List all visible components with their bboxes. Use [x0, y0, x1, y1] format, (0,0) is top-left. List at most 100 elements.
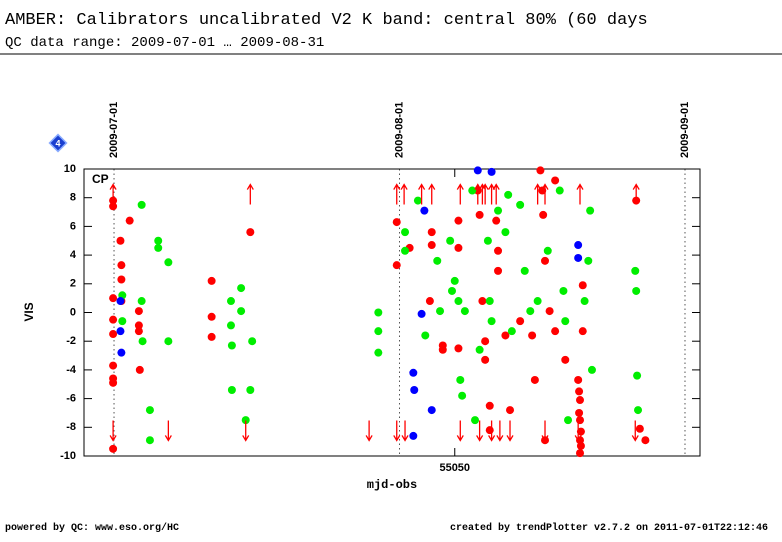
y-tick-label: -2	[66, 335, 76, 347]
upper-arrow	[428, 183, 436, 205]
data-point	[164, 258, 173, 267]
data-point	[427, 228, 436, 237]
data-point	[137, 297, 146, 306]
plot-frame	[83, 168, 701, 457]
data-point	[460, 307, 469, 316]
data-point	[632, 286, 641, 295]
data-point	[409, 368, 418, 377]
y-tick-label: 4	[70, 249, 77, 261]
data-point	[116, 327, 125, 336]
data-point	[409, 431, 418, 440]
data-point	[574, 253, 583, 262]
data-point	[227, 341, 236, 350]
lower-arrow	[496, 420, 504, 442]
data-point	[145, 406, 154, 415]
data-point	[109, 444, 118, 453]
y-tick-label: -6	[66, 393, 76, 405]
data-point	[447, 286, 456, 295]
y-tick-label: 6	[70, 220, 76, 232]
badge-text: 4	[55, 138, 60, 148]
data-point	[427, 241, 436, 250]
data-point	[580, 297, 589, 306]
data-point	[374, 348, 383, 357]
data-point	[536, 166, 545, 175]
data-point	[576, 396, 585, 405]
data-point	[154, 236, 163, 245]
data-point	[551, 176, 560, 185]
data-point	[634, 406, 643, 415]
data-point	[633, 371, 642, 380]
data-point	[125, 216, 134, 225]
data-point	[485, 401, 494, 410]
data-point	[471, 416, 480, 425]
footer-right: created by trendPlotter v2.7.2 on 2011-0…	[450, 522, 768, 534]
data-point	[481, 355, 490, 364]
date-marker-label: 2009-09-01	[679, 102, 691, 158]
upper-arrow	[246, 183, 254, 205]
data-point	[578, 281, 587, 290]
data-point	[516, 200, 525, 209]
data-point	[468, 186, 477, 195]
upper-arrow	[632, 183, 640, 205]
data-point	[246, 385, 255, 394]
x-axis-label: mjd-obs	[367, 478, 417, 492]
data-point	[456, 375, 465, 384]
data-point	[207, 332, 216, 341]
data-point	[425, 297, 434, 306]
upper-arrow	[456, 183, 464, 205]
lower-arrow	[488, 420, 496, 442]
lower-arrow	[541, 420, 549, 442]
data-point	[109, 361, 118, 370]
data-point	[545, 307, 554, 316]
data-point	[454, 344, 463, 353]
data-point	[576, 427, 585, 436]
data-point	[555, 186, 564, 195]
upper-arrow	[576, 183, 584, 205]
y-axis-label: VIS	[22, 302, 36, 321]
data-point	[576, 449, 585, 458]
data-point	[237, 284, 246, 293]
data-point	[564, 416, 573, 425]
data-point	[450, 276, 459, 285]
data-point	[501, 331, 510, 340]
upper-arrow	[534, 183, 542, 205]
data-point	[543, 246, 552, 255]
data-point	[433, 256, 442, 265]
data-point	[109, 378, 118, 387]
upper-arrow	[393, 183, 401, 205]
lower-arrow	[393, 420, 401, 442]
data-point	[506, 406, 515, 415]
data-point	[492, 216, 501, 225]
data-point	[116, 297, 125, 306]
data-point	[576, 416, 585, 425]
data-point	[520, 266, 529, 275]
data-point	[116, 236, 125, 245]
data-point	[504, 190, 513, 199]
data-point	[526, 307, 535, 316]
upper-arrow	[109, 183, 117, 205]
data-point	[392, 261, 401, 270]
lower-arrow	[401, 420, 409, 442]
data-point	[436, 307, 445, 316]
data-point	[226, 297, 235, 306]
badge: 4	[48, 133, 68, 153]
data-point	[641, 436, 650, 445]
data-point	[109, 315, 118, 324]
data-point	[134, 321, 143, 330]
data-point	[154, 243, 163, 252]
data-point	[138, 337, 147, 346]
data-point	[118, 317, 127, 326]
y-tick-label: 10	[64, 163, 76, 175]
upper-arrow	[400, 183, 408, 205]
data-point	[137, 200, 146, 209]
data-point	[631, 266, 640, 275]
data-point	[561, 355, 570, 364]
data-point	[574, 241, 583, 250]
data-point	[494, 266, 503, 275]
data-point	[533, 297, 542, 306]
data-point	[145, 436, 154, 445]
y-tick-label: 2	[70, 278, 76, 290]
data-point	[392, 218, 401, 227]
data-point	[109, 294, 118, 303]
